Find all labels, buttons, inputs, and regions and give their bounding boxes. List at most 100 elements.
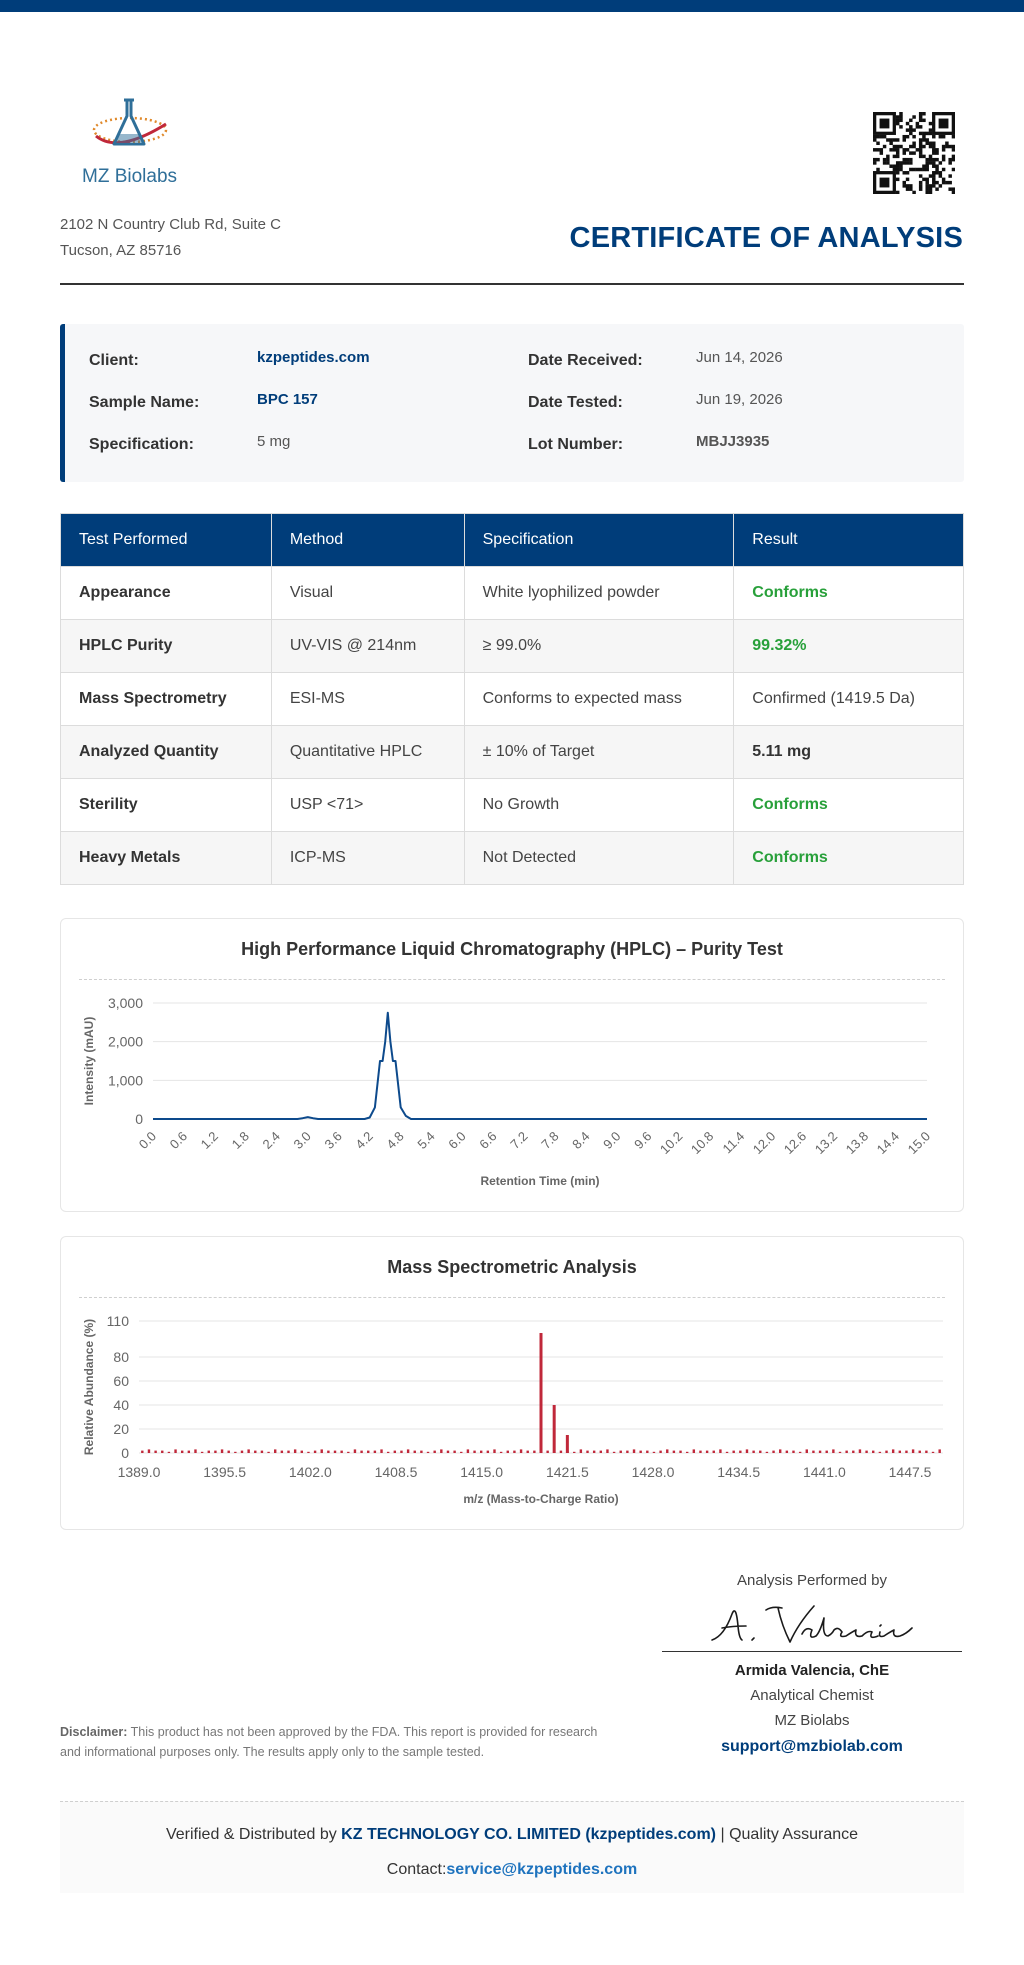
qr-module <box>925 131 929 136</box>
qr-module <box>925 138 929 142</box>
ms-noise-bar <box>546 1450 549 1453</box>
qr-module <box>928 144 933 149</box>
qr-module <box>905 148 910 152</box>
qr-module <box>873 157 877 162</box>
qr-module <box>912 144 916 149</box>
contact-label: Contact: <box>386 1861 447 1878</box>
lot-number-value: MBJJ3935 <box>696 433 770 450</box>
qr-module <box>915 148 920 152</box>
ms-noise-bar <box>207 1450 210 1453</box>
test-method: ICP-MS <box>270 831 465 885</box>
qr-module <box>928 190 933 194</box>
qr-module <box>902 148 906 152</box>
contact-email-link[interactable]: service@kzpeptides.com <box>446 1861 638 1878</box>
address-line-1: 2102 N Country Club Rd, Suite C <box>60 216 281 233</box>
qr-module <box>909 131 913 136</box>
ms-noise-bar <box>812 1450 815 1453</box>
qr-module <box>925 157 929 162</box>
qr-module <box>882 134 887 139</box>
qr-module <box>895 138 900 142</box>
test-name: HPLC Purity <box>60 619 272 673</box>
ms-noise-bar <box>367 1450 370 1453</box>
qr-module <box>951 134 955 139</box>
ms-noise-bar <box>307 1451 310 1453</box>
qr-module <box>912 167 916 172</box>
hplc-x-tick-label: 4.8 <box>383 1129 406 1152</box>
ms-x-tick-label: 1441.0 <box>803 1464 846 1480</box>
test-name: Heavy Metals <box>60 831 272 885</box>
ms-noise-bar <box>745 1449 749 1453</box>
qr-module <box>935 164 939 168</box>
ms-noise-bar <box>885 1450 888 1453</box>
qr-module <box>932 148 936 152</box>
company-address: 2102 N Country Club Rd, Suite C Tucson, … <box>60 212 281 264</box>
hplc-y-axis-label: Intensity (mAU) <box>82 1017 96 1106</box>
ms-noise-bar <box>878 1451 882 1453</box>
ms-noise-bar <box>679 1450 682 1453</box>
ms-noise-bar <box>453 1450 456 1453</box>
qr-module <box>932 141 936 145</box>
qr-module <box>925 180 929 185</box>
support-email-link[interactable]: support@mzbiolab.com <box>721 1738 903 1755</box>
hplc-x-tick-label: 9.0 <box>600 1129 623 1152</box>
hplc-x-tick-label: 11.4 <box>720 1129 748 1157</box>
qr-module <box>928 154 933 159</box>
footer-contact-line: Contact:service@kzpeptides.com <box>60 1861 964 1879</box>
qr-module <box>941 134 946 139</box>
qr-module <box>925 177 929 182</box>
ms-noise-bar <box>479 1450 483 1453</box>
hplc-chart: 0 1,000 2,000 3,000 0.0 0.6 1.2 1.8 2.4 3.0 3.6 4.2… <box>82 995 933 1188</box>
ms-noise-bar <box>174 1449 177 1453</box>
qr-module <box>918 112 923 116</box>
ms-noise-bar <box>832 1449 835 1453</box>
mass-spec-chart-title: Mass Spectrometric Analysis <box>387 1257 637 1277</box>
ms-noise-bar <box>805 1449 808 1453</box>
hplc-y-tick-label: 3,000 <box>108 995 143 1011</box>
qr-module <box>876 148 880 152</box>
ms-noise-bar <box>772 1450 775 1453</box>
qr-module <box>918 141 923 145</box>
ms-noise-bar <box>420 1450 423 1453</box>
header-divider <box>60 283 964 285</box>
qr-module <box>902 134 906 139</box>
qr-finder-inner <box>879 177 890 188</box>
sample-info-panel: Client: kzpeptides.com Sample Name: BPC … <box>60 324 964 482</box>
client-value: kzpeptides.com <box>257 349 370 366</box>
qr-module <box>918 131 923 136</box>
ms-x-tick-label: 1447.5 <box>889 1464 932 1480</box>
qr-module <box>909 125 913 129</box>
test-method: Quantitative HPLC <box>270 725 465 779</box>
qr-module <box>912 115 916 119</box>
ms-noise-bar <box>247 1449 250 1453</box>
ms-noise-bar <box>925 1450 928 1453</box>
ms-noise-bar <box>440 1449 443 1453</box>
table-row: Sterility USP <71> No Growth Conforms <box>60 778 964 832</box>
hplc-x-tick-label: 10.2 <box>657 1129 686 1158</box>
qr-module <box>922 164 926 168</box>
qr-module <box>922 134 926 139</box>
table-row: Heavy Metals ICP-MS Not Detected Conform… <box>60 831 964 885</box>
qr-module <box>912 190 916 194</box>
qr-module <box>905 128 910 132</box>
ms-noise-bar <box>838 1451 842 1453</box>
ms-noise-bar <box>260 1450 264 1453</box>
test-name: Appearance <box>60 566 272 620</box>
qr-module <box>902 138 906 142</box>
qr-module <box>895 144 900 149</box>
qr-module <box>941 180 946 185</box>
ms-noise-bar <box>327 1450 330 1453</box>
date-tested-value: Jun 19, 2026 <box>696 391 783 408</box>
qr-module <box>932 161 936 165</box>
qr-module <box>932 164 936 168</box>
qr-module <box>876 157 880 162</box>
qr-module <box>873 138 877 142</box>
qr-module <box>948 157 952 162</box>
qr-module <box>886 161 890 165</box>
qr-module <box>912 134 916 139</box>
ms-noise-bar <box>646 1450 649 1453</box>
qr-module <box>928 131 933 136</box>
ms-noise-bar <box>227 1450 230 1453</box>
qr-module <box>882 157 887 162</box>
qr-module <box>915 121 920 126</box>
ms-noise-bar <box>280 1450 284 1453</box>
